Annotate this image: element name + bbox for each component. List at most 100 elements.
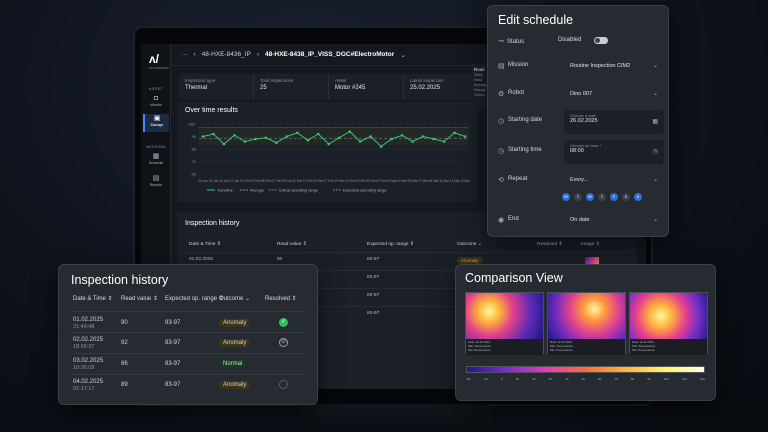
cell-range: 83-97 bbox=[367, 293, 380, 298]
col-header-range[interactable]: Expected op. range ⇕ bbox=[367, 242, 414, 247]
x-tick-label: 05 Mar bbox=[408, 179, 419, 183]
scale-tick-label: -20 bbox=[466, 377, 471, 381]
scale-tick-label: 40 bbox=[565, 377, 569, 381]
chevron-down-icon[interactable]: ⌄ bbox=[400, 51, 406, 59]
day-toggle-mon[interactable]: M bbox=[562, 193, 570, 201]
field-label: Mission bbox=[508, 62, 529, 68]
temperature-scale-ticks: -20 -10 0 10 20 30 40 50 60 70 80 90 100 110 120 bbox=[466, 377, 705, 385]
more-icon[interactable]: ··· bbox=[181, 51, 188, 58]
col-header-value[interactable]: Read value ⇕ bbox=[277, 242, 307, 247]
table-row[interactable]: 03.02.2025 10:36:08 86 83-97 Normal bbox=[69, 353, 307, 374]
meta-label: Max Temperature bbox=[550, 344, 574, 348]
col-header-date[interactable]: Date & Time ⇕ bbox=[189, 242, 221, 247]
col-header-outcome[interactable]: Outcome ⌄ bbox=[219, 296, 251, 302]
data-point bbox=[201, 135, 205, 138]
day-toggle-sun[interactable]: S bbox=[634, 193, 642, 201]
data-point bbox=[306, 138, 310, 142]
sidebar-item-monitor[interactable]: ◘ Monitor bbox=[143, 94, 169, 112]
y-tick-label: 90 bbox=[192, 134, 197, 139]
col-header-date[interactable]: Date & Time ⇕ bbox=[73, 296, 113, 302]
end-select[interactable]: On date ⌄ bbox=[564, 212, 664, 228]
y-tick-label: 70 bbox=[192, 159, 197, 164]
status-toggle[interactable] bbox=[594, 37, 608, 44]
thermal-image-2[interactable]: Date 12.11.2024 Max Temperature Min Temper… bbox=[547, 292, 626, 355]
x-tick-label: 24 Jan bbox=[219, 179, 229, 183]
scale-tick-label: 80 bbox=[630, 377, 635, 381]
table-row[interactable]: 01.02.2025 21:49:48 90 83-97 Anomaly ✓ bbox=[69, 311, 307, 332]
starting-time-input[interactable]: Choose an hour * 08:00 ◷ bbox=[564, 140, 664, 164]
robot-row: ⚙ Robot Dino 007 ⌄ bbox=[498, 86, 658, 102]
sidebar-section-mission: MISSION bbox=[146, 144, 166, 149]
chevron-right-icon: › bbox=[256, 51, 259, 58]
sidebar-item-schedule[interactable]: ▦ Schedule bbox=[143, 152, 169, 170]
col-header-image[interactable]: Image ⇕ bbox=[581, 242, 600, 247]
thumbnail-image[interactable] bbox=[585, 257, 599, 267]
comparison-view-panel: Comparison View Date 12.11.2024 Max Tempe… bbox=[455, 264, 716, 401]
trendline-series bbox=[202, 130, 466, 148]
x-tick-label: 09 Mar bbox=[429, 179, 440, 183]
inspection-history-panel: Inspection history Date & Time ⇕ Read va… bbox=[58, 264, 318, 405]
x-tick-label: 01 Feb bbox=[240, 179, 250, 183]
data-point bbox=[316, 132, 320, 136]
monitor-stand bbox=[300, 404, 490, 432]
col-header-range[interactable]: Expected op. range ⇕ bbox=[165, 296, 224, 302]
breadcrumb-parent[interactable]: 48-HXE-8436_IP bbox=[201, 51, 251, 58]
robot-select[interactable]: Dino 007 ⌄ bbox=[564, 86, 664, 102]
stat-value: 25.02.2025 bbox=[410, 85, 441, 91]
x-tick-label: 11 Feb bbox=[292, 179, 302, 183]
day-toggle-thu[interactable]: T bbox=[598, 193, 606, 201]
clock-icon[interactable]: ◷ bbox=[652, 149, 658, 155]
empty-circle-icon[interactable] bbox=[279, 380, 288, 389]
x-tick-label: 11 Mar bbox=[439, 179, 450, 183]
check-circle-icon[interactable]: ✓ bbox=[279, 318, 288, 327]
day-toggle-wed[interactable]: W bbox=[586, 193, 594, 201]
scale-tick-label: 0 bbox=[500, 377, 503, 381]
scale-tick-label: 60 bbox=[597, 377, 602, 381]
scale-tick-label: 70 bbox=[614, 377, 618, 381]
table-row[interactable]: 83-97 bbox=[185, 288, 629, 306]
table-row[interactable]: 83-97 bbox=[185, 270, 629, 288]
cell-value: 86 bbox=[121, 361, 128, 367]
x-tick-label: 05 Feb bbox=[261, 179, 271, 183]
input-placeholder: Choose an hour * bbox=[570, 143, 602, 148]
stat-inspection-type: Inspection type Thermal bbox=[179, 74, 254, 100]
input-placeholder: Choose a date bbox=[570, 113, 597, 118]
repeat-select[interactable]: Every... ⌄ bbox=[564, 172, 664, 188]
brand-subtitle: AUTOMATION bbox=[149, 66, 169, 70]
scale-tick-label: 90 bbox=[647, 377, 651, 381]
cell-value: 90 bbox=[277, 257, 283, 262]
sidebar-item-reports[interactable]: ▤ Reports bbox=[143, 174, 169, 192]
scale-tick-label: 120 bbox=[699, 377, 705, 381]
col-header-outcome[interactable]: Outcome ⌄ bbox=[457, 242, 482, 247]
bg-table-title: Inspection history bbox=[185, 220, 240, 227]
mission-select[interactable]: Routine Inspection CIM2 ⌄ bbox=[564, 58, 664, 74]
temperature-scale-bar[interactable] bbox=[466, 366, 705, 373]
x-tick-label: 25 Feb bbox=[366, 179, 376, 183]
col-header-value[interactable]: Read value ⇕ bbox=[121, 296, 159, 302]
starting-date-input[interactable]: Choose a date 26.02.2025 ▦ bbox=[564, 110, 664, 134]
day-toggle-fri[interactable]: F bbox=[610, 193, 618, 201]
select-value: On date bbox=[570, 217, 590, 223]
breadcrumb-current[interactable]: 48-HXE-8438_IP_VISS_DGC#ElectroMotor bbox=[264, 51, 395, 58]
table-row[interactable]: 02.02.2025 18:65:37 92 83-97 Anomaly ⊘ bbox=[69, 332, 307, 353]
thermal-image-1[interactable]: Date 12.11.2024 Max Temperature Min Temper… bbox=[465, 292, 544, 355]
infobox-line: Averag bbox=[474, 82, 487, 87]
table-row[interactable]: 01.02.2025 90 83-97 Anomaly bbox=[185, 252, 629, 270]
calendar-icon[interactable]: ▦ bbox=[652, 119, 658, 125]
col-header-resolved[interactable]: Resolved ⇕ bbox=[265, 296, 297, 302]
data-point bbox=[327, 142, 331, 146]
panel-title: Comparison View bbox=[465, 271, 563, 285]
data-point bbox=[212, 132, 215, 136]
table-row[interactable]: 04.02.2025 02:17:17 89 83-97 Anomaly bbox=[69, 374, 307, 395]
data-point bbox=[254, 137, 257, 141]
col-header-resolved[interactable]: Resolved ⇕ bbox=[537, 242, 563, 247]
sidebar-item-manage[interactable]: ▣ Manage bbox=[143, 114, 169, 132]
day-toggle-sat[interactable]: S bbox=[622, 193, 630, 201]
thermal-image-3[interactable]: Date 12.11.2024 Max Temperature Min Temper… bbox=[629, 292, 708, 355]
infobox-line: Hour bbox=[474, 77, 483, 82]
table-row[interactable]: 83-97 bbox=[185, 306, 629, 324]
not-resolved-icon[interactable]: ⊘ bbox=[279, 338, 288, 347]
day-toggle-tue[interactable]: T bbox=[574, 193, 582, 201]
cell-value: 89 bbox=[121, 382, 128, 388]
